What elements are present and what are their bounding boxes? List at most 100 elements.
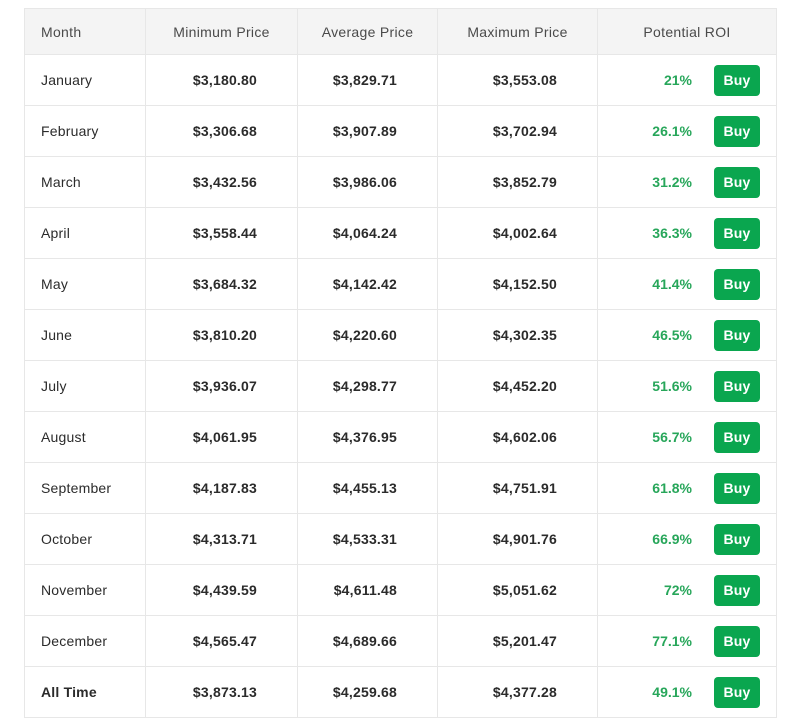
price-prediction-table: Month Minimum Price Average Price Maximu… (24, 8, 777, 718)
average-price-cell: $3,986.06 (297, 156, 438, 208)
table-row: June $3,810.20 $4,220.60 $4,302.35 46.5% Buy (24, 309, 777, 361)
header-average-price: Average Price (297, 8, 438, 55)
potential-roi-cell: 31.2% Buy (597, 156, 777, 208)
average-price-cell: $4,142.42 (297, 258, 438, 310)
minimum-price-cell: $3,936.07 (145, 360, 298, 412)
buy-button[interactable]: Buy (714, 64, 760, 96)
average-price-cell: $3,829.71 (297, 54, 438, 106)
potential-roi-cell: 49.1% Buy (597, 666, 777, 718)
roi-percentage: 61.8% (652, 480, 692, 496)
month-cell: October (24, 513, 146, 565)
roi-percentage: 66.9% (652, 531, 692, 547)
buy-button[interactable]: Buy (714, 421, 760, 453)
maximum-price-cell: $4,901.76 (437, 513, 598, 565)
month-cell: February (24, 105, 146, 157)
average-price-cell: $4,298.77 (297, 360, 438, 412)
month-cell: May (24, 258, 146, 310)
average-price-cell: $4,220.60 (297, 309, 438, 361)
month-cell: September (24, 462, 146, 514)
roi-wrap: 51.6% Buy (598, 370, 760, 402)
minimum-price-cell: $4,313.71 (145, 513, 298, 565)
minimum-price-cell: $3,432.56 (145, 156, 298, 208)
buy-button[interactable]: Buy (714, 625, 760, 657)
buy-button[interactable]: Buy (714, 370, 760, 402)
buy-button[interactable]: Buy (714, 472, 760, 504)
maximum-price-cell: $3,702.94 (437, 105, 598, 157)
average-price-cell: $4,376.95 (297, 411, 438, 463)
table-row: August $4,061.95 $4,376.95 $4,602.06 56.7% Bu… (24, 411, 777, 463)
minimum-price-cell: $3,306.68 (145, 105, 298, 157)
buy-button[interactable]: Buy (714, 523, 760, 555)
potential-roi-cell: 77.1% Buy (597, 615, 777, 667)
month-cell: March (24, 156, 146, 208)
buy-button[interactable]: Buy (714, 574, 760, 606)
roi-percentage: 56.7% (652, 429, 692, 445)
maximum-price-cell: $3,852.79 (437, 156, 598, 208)
maximum-price-cell: $4,302.35 (437, 309, 598, 361)
maximum-price-cell: $4,751.91 (437, 462, 598, 514)
roi-percentage: 21% (663, 72, 692, 88)
roi-percentage: 31.2% (652, 174, 692, 190)
roi-wrap: 72% Buy (598, 574, 760, 606)
roi-percentage: 51.6% (652, 378, 692, 394)
maximum-price-cell: $4,152.50 (437, 258, 598, 310)
month-cell: June (24, 309, 146, 361)
minimum-price-cell: $3,180.80 (145, 54, 298, 106)
maximum-price-cell: $4,002.64 (437, 207, 598, 259)
maximum-price-cell: $3,553.08 (437, 54, 598, 106)
header-minimum-price: Minimum Price (145, 8, 298, 55)
roi-wrap: 61.8% Buy (598, 472, 760, 504)
month-cell: November (24, 564, 146, 616)
header-maximum-price: Maximum Price (437, 8, 598, 55)
roi-percentage: 49.1% (652, 684, 692, 700)
roi-wrap: 66.9% Buy (598, 523, 760, 555)
potential-roi-cell: 46.5% Buy (597, 309, 777, 361)
table-row: November $4,439.59 $4,611.48 $5,051.62 72% Bu… (24, 564, 777, 616)
buy-button[interactable]: Buy (714, 115, 760, 147)
roi-wrap: 77.1% Buy (598, 625, 760, 657)
table-row: All Time $3,873.13 $4,259.68 $4,377.28 49.1%… (24, 666, 777, 718)
average-price-cell: $4,064.24 (297, 207, 438, 259)
maximum-price-cell: $4,602.06 (437, 411, 598, 463)
roi-percentage: 36.3% (652, 225, 692, 241)
maximum-price-cell: $4,377.28 (437, 666, 598, 718)
average-price-cell: $4,259.68 (297, 666, 438, 718)
potential-roi-cell: 61.8% Buy (597, 462, 777, 514)
minimum-price-cell: $4,187.83 (145, 462, 298, 514)
table-header: Month Minimum Price Average Price Maximu… (24, 8, 777, 55)
roi-wrap: 56.7% Buy (598, 421, 760, 453)
roi-percentage: 72% (663, 582, 692, 598)
maximum-price-cell: $4,452.20 (437, 360, 598, 412)
potential-roi-cell: 66.9% Buy (597, 513, 777, 565)
potential-roi-cell: 51.6% Buy (597, 360, 777, 412)
buy-button[interactable]: Buy (714, 268, 760, 300)
buy-button[interactable]: Buy (714, 166, 760, 198)
potential-roi-cell: 56.7% Buy (597, 411, 777, 463)
roi-wrap: 36.3% Buy (598, 217, 760, 249)
table-row: July $3,936.07 $4,298.77 $4,452.20 51.6% Buy (24, 360, 777, 412)
maximum-price-cell: $5,051.62 (437, 564, 598, 616)
roi-percentage: 41.4% (652, 276, 692, 292)
table-row: February $3,306.68 $3,907.89 $3,702.94 26.1%… (24, 105, 777, 157)
potential-roi-cell: 21% Buy (597, 54, 777, 106)
average-price-cell: $4,611.48 (297, 564, 438, 616)
minimum-price-cell: $3,558.44 (145, 207, 298, 259)
minimum-price-cell: $4,439.59 (145, 564, 298, 616)
maximum-price-cell: $5,201.47 (437, 615, 598, 667)
table-row: January $3,180.80 $3,829.71 $3,553.08 21% Buy (24, 54, 777, 106)
roi-wrap: 41.4% Buy (598, 268, 760, 300)
roi-wrap: 21% Buy (598, 64, 760, 96)
roi-percentage: 26.1% (652, 123, 692, 139)
roi-wrap: 49.1% Buy (598, 676, 760, 708)
month-cell: August (24, 411, 146, 463)
buy-button[interactable]: Buy (714, 676, 760, 708)
roi-wrap: 46.5% Buy (598, 319, 760, 351)
table-row: April $3,558.44 $4,064.24 $4,002.64 36.3% Buy (24, 207, 777, 259)
roi-percentage: 46.5% (652, 327, 692, 343)
minimum-price-cell: $3,810.20 (145, 309, 298, 361)
buy-button[interactable]: Buy (714, 319, 760, 351)
month-cell: January (24, 54, 146, 106)
buy-button[interactable]: Buy (714, 217, 760, 249)
potential-roi-cell: 36.3% Buy (597, 207, 777, 259)
